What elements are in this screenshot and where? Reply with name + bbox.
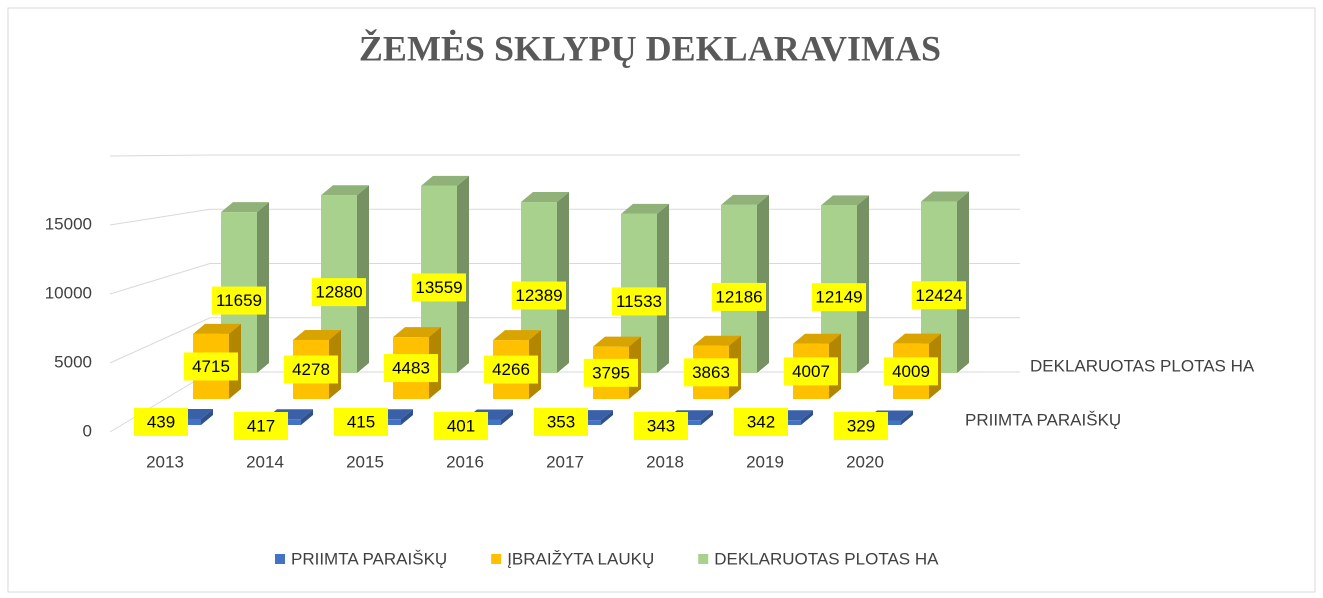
value-label-box (512, 281, 566, 310)
x-tick-label: 2020 (846, 452, 884, 471)
bar-side (201, 408, 213, 425)
legend-swatch (275, 554, 285, 564)
value-label-box (212, 286, 266, 315)
value-label-box (184, 352, 238, 381)
x-tick-label: 2016 (446, 452, 484, 471)
bar-side (401, 409, 413, 425)
bar-top (493, 330, 541, 341)
bar-top (693, 335, 741, 346)
legend-swatch (491, 554, 502, 564)
value-label-box (834, 412, 888, 440)
value-label: 4278 (292, 360, 330, 379)
bar-side (801, 410, 813, 425)
value-label: 342 (747, 412, 775, 431)
value-label-box (612, 287, 666, 316)
value-label: 4266 (492, 360, 530, 379)
value-label-box (234, 412, 288, 440)
value-label-box (134, 408, 188, 436)
legend-swatch (698, 554, 709, 564)
bar-top (221, 202, 269, 213)
value-label: 329 (847, 416, 875, 435)
value-label: 401 (447, 416, 475, 435)
value-label: 4715 (192, 357, 230, 376)
value-label: 4007 (792, 362, 830, 381)
value-label-box (484, 355, 538, 384)
x-tick-label: 2015 (346, 452, 384, 471)
bar-top (321, 185, 369, 196)
bar-top (293, 329, 341, 340)
bar-top (893, 333, 941, 344)
value-label-box (334, 408, 388, 436)
bar-top (393, 327, 441, 338)
bar-top (621, 203, 669, 214)
x-tick-label: 2018 (646, 452, 684, 471)
y-tick-label: 5000 (54, 352, 92, 371)
value-label-box (412, 273, 466, 302)
value-label: 12424 (915, 286, 962, 305)
y-tick-label: 0 (83, 421, 92, 440)
bar-top (593, 336, 641, 347)
value-label: 11533 (616, 292, 662, 311)
bar-side (301, 409, 313, 425)
x-tick-label: 2017 (546, 452, 584, 471)
bar-side (901, 410, 913, 425)
value-label: 12186 (715, 287, 762, 306)
value-label-box (312, 278, 366, 307)
bar-top (721, 194, 769, 205)
value-label: 13559 (415, 278, 462, 297)
bar-side (701, 410, 713, 425)
bar-side (601, 410, 613, 425)
value-label-box (784, 357, 838, 386)
depth-label: DEKLARUOTAS PLOTAS HA (1030, 356, 1255, 375)
bar-top (921, 191, 969, 202)
value-label: 11659 (216, 291, 262, 310)
value-label-box (534, 408, 588, 436)
bar-top (193, 323, 241, 334)
bar-top (793, 333, 841, 344)
x-tick-label: 2013 (146, 452, 184, 471)
value-label-box (812, 283, 866, 312)
value-label-box (584, 358, 638, 387)
value-label-box (684, 358, 738, 387)
x-tick-label: 2019 (746, 452, 784, 471)
value-label: 4009 (892, 362, 930, 381)
value-label-box (734, 408, 788, 436)
value-label-box (634, 412, 688, 440)
value-label: 4483 (392, 359, 430, 378)
legend-label: DEKLARUOTAS PLOTAS HA (714, 549, 939, 568)
value-label: 439 (147, 412, 175, 431)
value-label: 343 (647, 416, 675, 435)
y-tick-label: 15000 (45, 214, 92, 233)
value-label: 3863 (692, 363, 730, 382)
value-label: 12389 (515, 286, 562, 305)
value-label: 353 (547, 412, 575, 431)
value-label: 3795 (592, 363, 630, 382)
value-label: 12149 (815, 288, 862, 307)
y-tick-label: 10000 (45, 283, 92, 302)
legend-label: ĮBRAIŽYTA LAUKŲ (507, 549, 654, 568)
chart-title: ŽEMĖS SKLYPŲ DEKLARAVIMAS (359, 28, 941, 68)
grid-line (109, 154, 1020, 157)
value-label-box (712, 282, 766, 311)
bar-top (821, 195, 869, 206)
bar-top (421, 175, 469, 186)
value-label-box (284, 355, 338, 384)
value-label: 415 (347, 412, 375, 431)
value-label-box (884, 357, 938, 386)
legend-label: PRIIMTA PARAIŠKŲ (291, 549, 447, 568)
value-label-box (384, 354, 438, 383)
value-label-box (912, 281, 966, 310)
value-label: 12880 (315, 283, 362, 302)
bar-side (501, 409, 513, 425)
x-tick-label: 2014 (246, 452, 284, 471)
depth-label: PRIIMTA PARAIŠKŲ (965, 410, 1121, 429)
value-label: 417 (247, 416, 275, 435)
value-label-box (434, 412, 488, 440)
bar-top (521, 192, 569, 203)
